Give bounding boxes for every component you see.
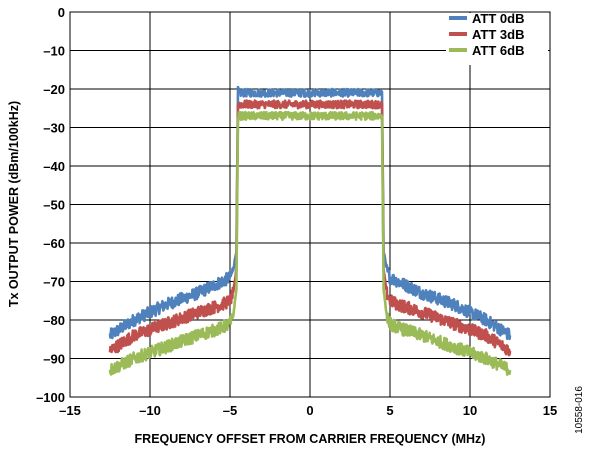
x-tick-label: –10 [139,403,161,418]
y-tick-label: –10 [43,44,65,59]
y-tick-label: 0 [58,5,65,20]
legend-box [446,13,548,65]
y-tick-label: –50 [43,198,65,213]
y-axis-title: Tx OUTPUT POWER (dBm/100kHz) [7,101,21,307]
x-tick-label: –5 [223,403,237,418]
x-tick-label: 5 [386,403,393,418]
x-tick-labels: –15 –10 –5 0 5 10 15 [59,403,557,418]
y-tick-label: –70 [43,275,65,290]
y-tick-label: –80 [43,313,65,328]
x-tick-label: 10 [463,403,477,418]
series-line-att-6db [108,110,512,376]
series-line-att-0db [108,85,512,341]
legend-label: ATT 0dB [472,11,524,26]
x-tick-label: 15 [543,403,557,418]
plot-border [69,11,551,398]
y-tick-label: –100 [36,390,65,405]
figure-id: 10558-016 [574,386,585,434]
series-line-att-3db [108,99,512,357]
x-tick-label: –15 [59,403,81,418]
y-tick-label: –20 [43,82,65,97]
y-tick-label: –60 [43,236,65,251]
x-axis-title: FREQUENCY OFFSET FROM CARRIER FREQUENCY … [135,432,486,446]
y-tick-label: –30 [43,121,65,136]
legend-label: ATT 6dB [472,43,524,58]
legend-label: ATT 3dB [472,27,524,42]
y-tick-label: –40 [43,159,65,174]
x-tick-label: 0 [306,403,313,418]
y-tick-label: –90 [43,352,65,367]
y-tick-labels: 0 –10 –20 –30 –40 –50 –60 –70 –80 –90 –100 [36,5,65,405]
series-layer [108,85,512,376]
